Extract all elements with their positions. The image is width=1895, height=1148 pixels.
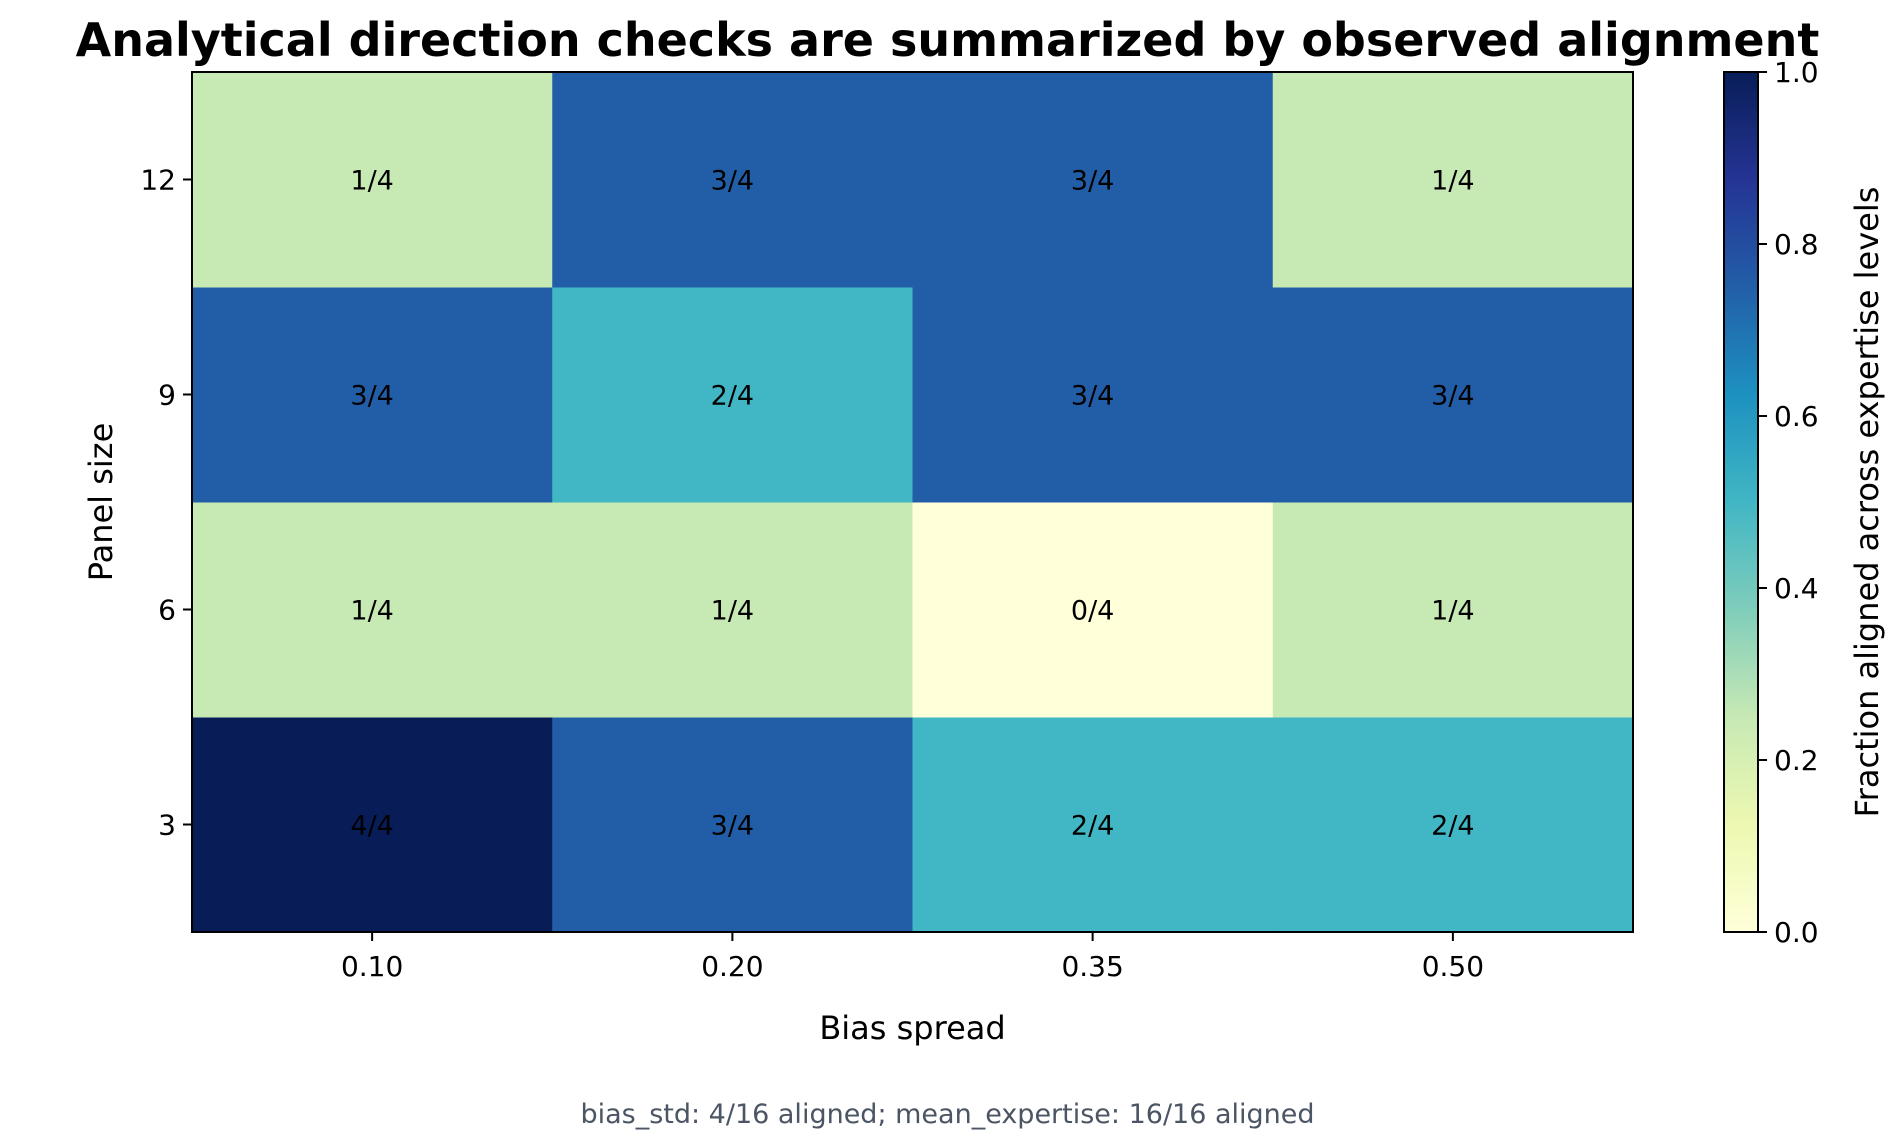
x-tick-label: 0.10	[341, 950, 403, 983]
footer-note: bias_std: 4/16 aligned; mean_expertise: …	[580, 1099, 1315, 1130]
y-axis-ticks: 3 6 9 12	[140, 164, 192, 842]
heatmap-cell	[912, 287, 1274, 503]
heatmap-cell	[1272, 717, 1634, 933]
colorbar-ticks: 0.0 0.2 0.4 0.6 0.8 1.0	[1758, 56, 1819, 949]
x-axis-ticks: 0.10 0.20 0.35 0.50	[341, 932, 1484, 983]
y-axis-label: Panel size	[82, 423, 120, 582]
colorbar-tick-label: 1.0	[1774, 56, 1819, 89]
plot-frame	[191, 71, 1634, 933]
heatmap-cell	[1272, 72, 1634, 288]
heatmap-cell	[552, 72, 913, 288]
heatmap-cell	[552, 287, 913, 503]
cell-label: 2/4	[1431, 811, 1474, 842]
cell-label: 2/4	[711, 381, 754, 412]
x-tick-label: 0.35	[1061, 950, 1123, 983]
cell-label: 1/4	[1431, 596, 1474, 627]
heatmap-cell	[912, 717, 1274, 933]
heatmap-cell	[552, 717, 913, 933]
heatmap-cell	[192, 502, 553, 718]
x-tick-label: 0.50	[1422, 950, 1484, 983]
x-axis-label: Bias spread	[819, 1009, 1005, 1047]
y-tick-label: 3	[158, 809, 176, 842]
cell-label: 3/4	[350, 381, 393, 412]
heatmap-cell	[912, 502, 1274, 718]
cell-label: 1/4	[1431, 166, 1474, 197]
chart-title: Analytical direction checks are summariz…	[75, 13, 1820, 67]
heatmap-cell	[192, 717, 553, 933]
heatmap-cell	[912, 72, 1274, 288]
colorbar-tick-label: 0.6	[1774, 400, 1819, 433]
y-tick-label: 6	[158, 594, 176, 627]
heatmap-cells: 4/4 3/4 2/4 2/4 1/4 1/4 0/4 1/4 3/4 2/4 3/4 3/4 1/4 3…	[192, 72, 1634, 933]
cell-label: 3/4	[711, 811, 754, 842]
cell-label: 3/4	[1071, 166, 1114, 197]
cell-label: 2/4	[1071, 811, 1114, 842]
cell-label: 3/4	[711, 166, 754, 197]
cell-label: 1/4	[350, 596, 393, 627]
y-tick-label: 9	[158, 379, 176, 412]
colorbar-tick-label: 0.2	[1774, 744, 1819, 777]
colorbar	[1723, 71, 1759, 933]
heatmap-cell	[192, 287, 553, 503]
colorbar-tick-label: 0.4	[1774, 572, 1819, 605]
cell-label: 1/4	[350, 166, 393, 197]
cell-label: 0/4	[1071, 596, 1114, 627]
cell-label: 1/4	[711, 596, 754, 627]
colorbar-label: Fraction aligned across expertise levels	[1848, 187, 1886, 818]
heatmap-cell	[1272, 287, 1634, 503]
cell-label: 3/4	[1431, 381, 1474, 412]
cell-label: 3/4	[1071, 381, 1114, 412]
colorbar-tick-label: 0.8	[1774, 228, 1819, 261]
x-tick-label: 0.20	[701, 950, 763, 983]
colorbar-tick-label: 0.0	[1774, 916, 1819, 949]
heatmap-cell	[552, 502, 913, 718]
y-tick-label: 12	[140, 164, 176, 197]
heatmap-cell	[1272, 502, 1634, 718]
heatmap-cell	[192, 72, 553, 288]
cell-label: 4/4	[350, 811, 393, 842]
